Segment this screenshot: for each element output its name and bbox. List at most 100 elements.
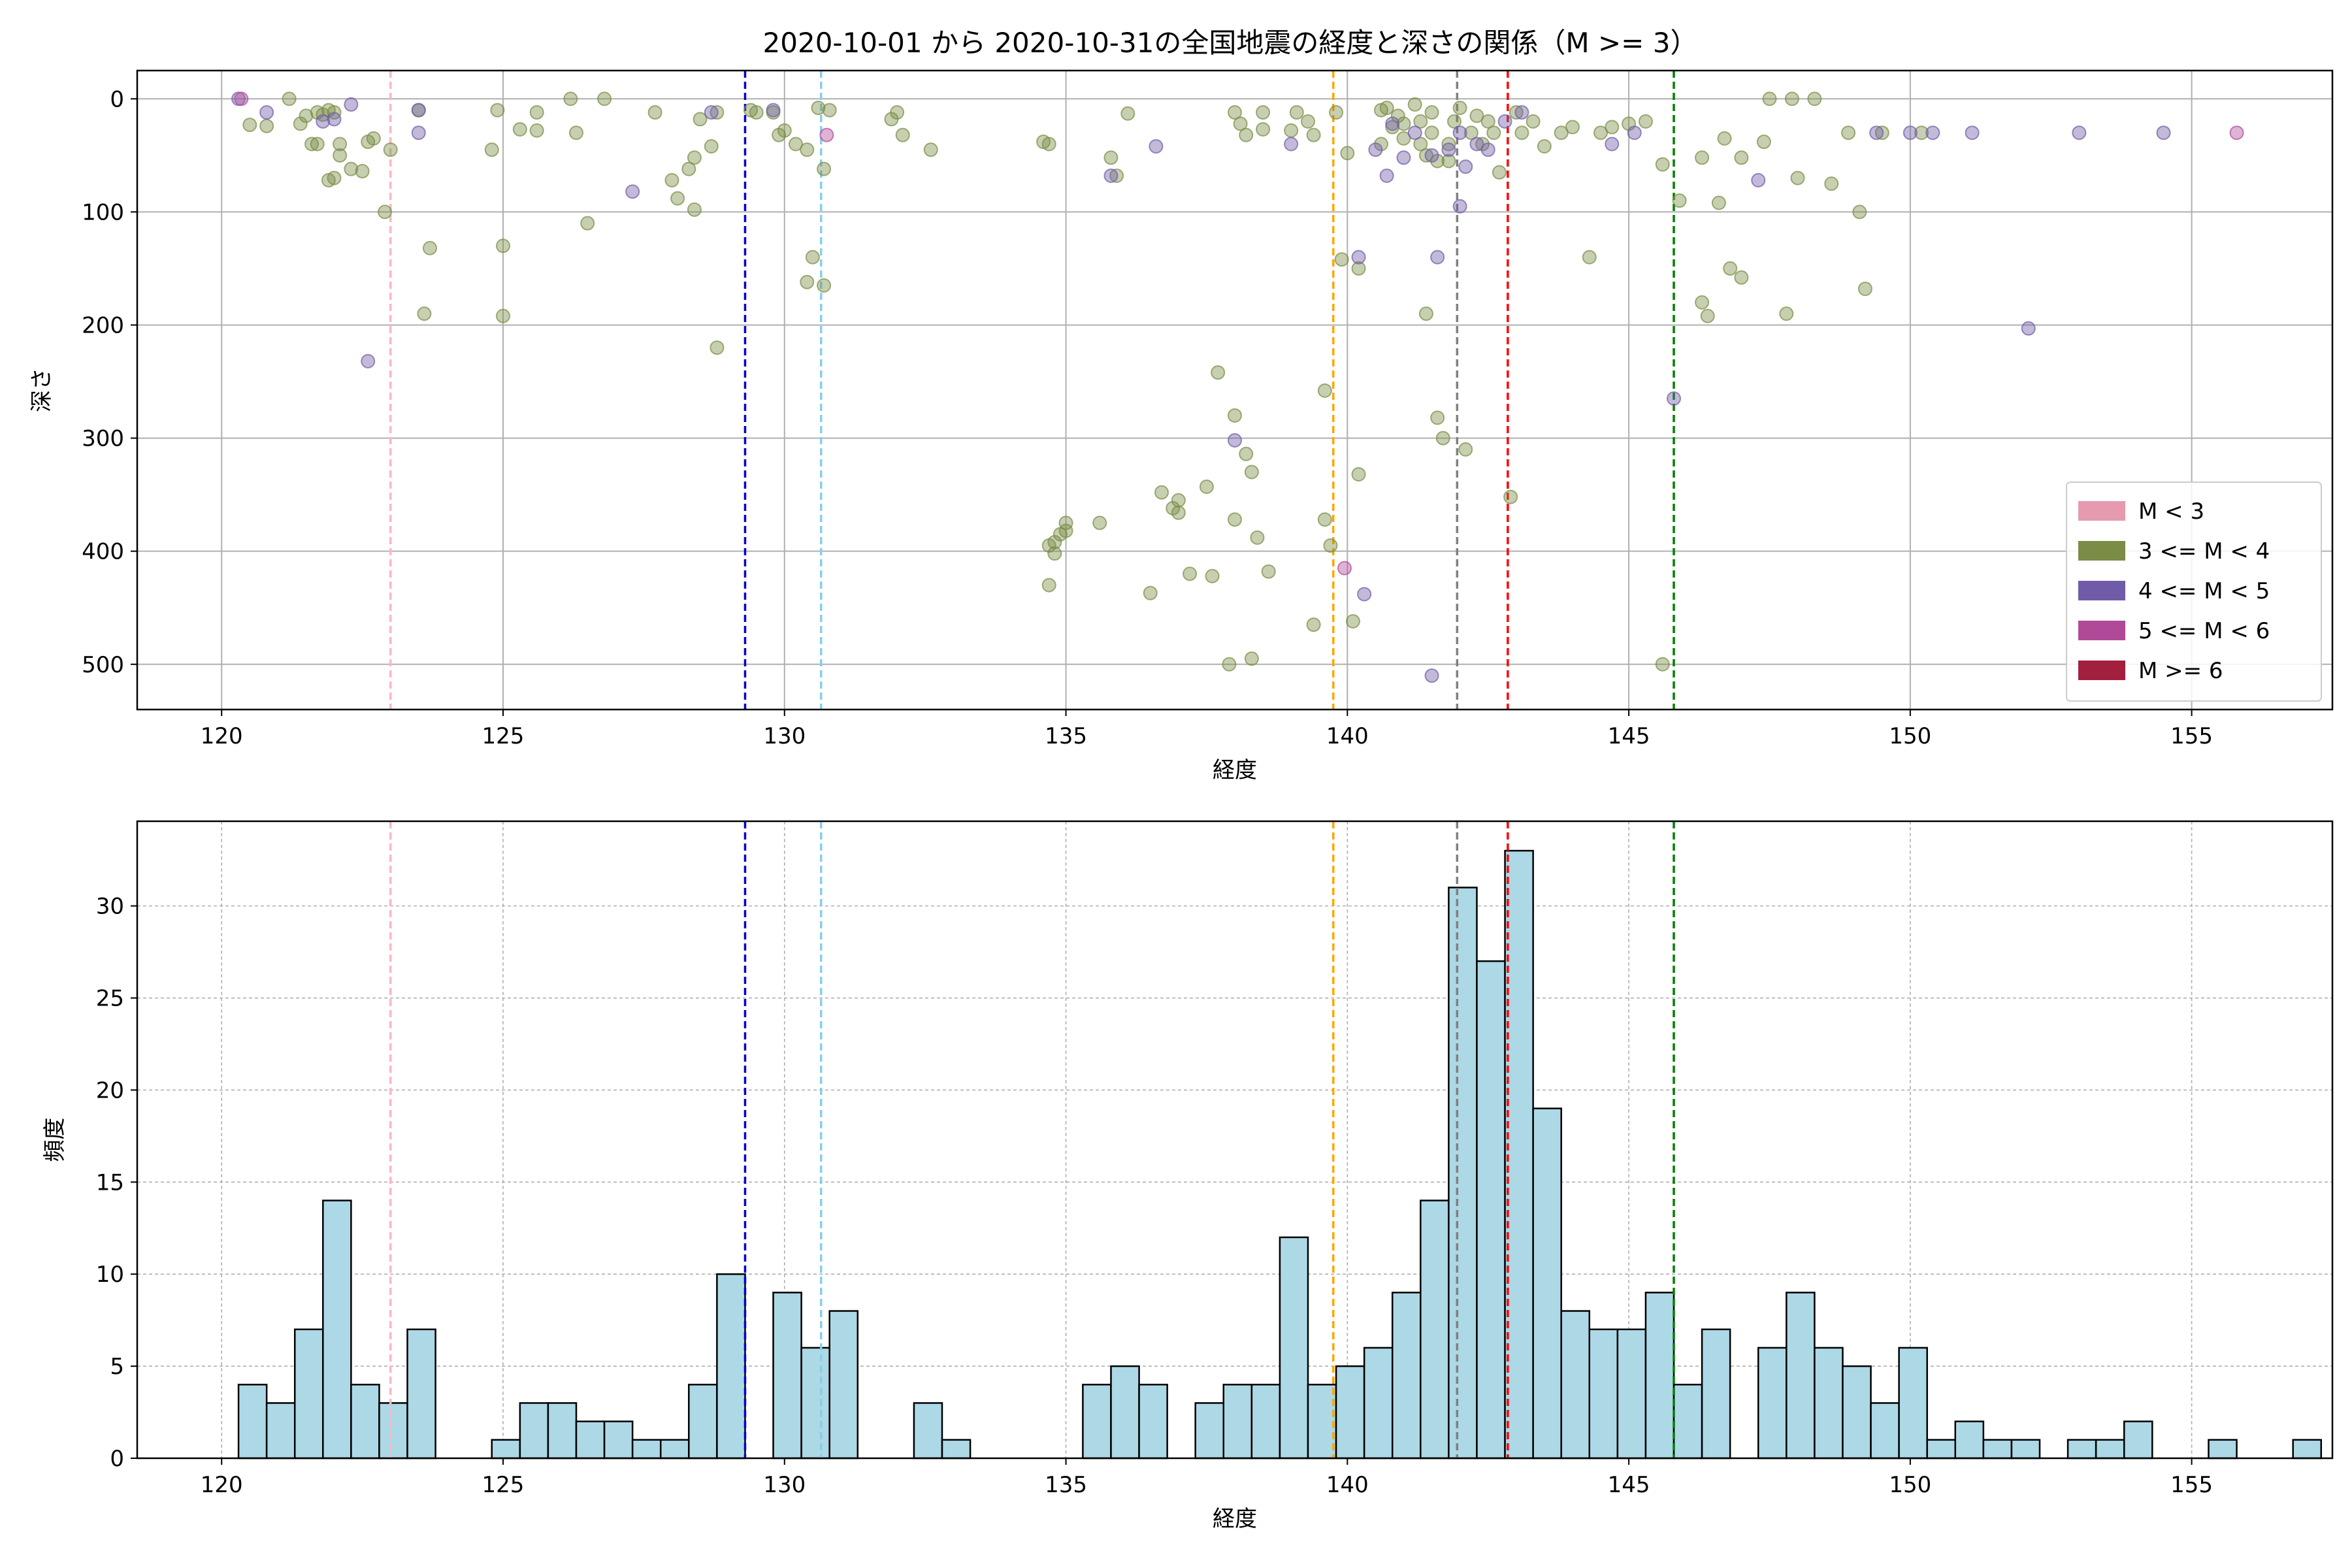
scatter-point — [1593, 125, 1608, 140]
histogram-bar — [1110, 1365, 1140, 1460]
histogram-bar — [828, 1310, 859, 1460]
scatter-point — [817, 161, 832, 176]
scatter-point — [1526, 114, 1541, 129]
scatter-point — [1695, 150, 1710, 165]
histogram-y-tick-label: 5 — [110, 1354, 124, 1380]
scatter-point — [1103, 168, 1119, 183]
scatter-y-axis-label: 深さ — [29, 368, 55, 412]
scatter-point — [1503, 489, 1518, 504]
histogram-bars — [237, 849, 2323, 1460]
histogram-bar — [1560, 1310, 1591, 1460]
scatter-point — [2021, 321, 2036, 336]
scatter-point — [1841, 125, 1856, 140]
scatter-y-tick-label: 400 — [82, 539, 124, 565]
scatter-point — [1452, 101, 1467, 116]
scatter-points — [231, 91, 2244, 683]
scatter-point — [1109, 168, 1124, 183]
scatter-point — [2072, 125, 2087, 140]
scatter-point — [1374, 137, 1388, 152]
scatter-point — [1424, 105, 1439, 120]
histogram-bar — [1588, 1328, 1619, 1460]
scatter-point — [1430, 410, 1445, 425]
scatter-point — [789, 137, 803, 152]
scatter-x-tick-label: 150 — [1889, 723, 1931, 749]
scatter-point — [1058, 515, 1073, 531]
scatter-point — [563, 91, 578, 106]
scatter-point — [1222, 657, 1237, 672]
scatter-point — [1756, 135, 1771, 150]
histogram-bar — [1898, 1347, 1928, 1460]
scatter-point — [1480, 114, 1495, 129]
scatter-point — [327, 171, 342, 186]
histogram-bar — [1250, 1384, 1281, 1460]
scatter-point — [496, 308, 510, 323]
scatter-point — [1385, 120, 1400, 135]
scatter-point — [1351, 250, 1366, 265]
scatter-point — [1925, 125, 1940, 140]
histogram-bar — [1673, 1384, 1703, 1460]
scatter-point — [259, 118, 274, 133]
histogram-y-ticks: 0 5 10 15 20 25 30 — [96, 894, 137, 1472]
scatter-point — [1143, 585, 1158, 600]
histogram-x-tick-label: 130 — [763, 1472, 806, 1498]
scatter-point — [1317, 383, 1332, 398]
scatter-y-tick-label: 100 — [82, 199, 124, 225]
scatter-point — [1351, 261, 1366, 276]
scatter-point — [423, 240, 437, 255]
scatter-point — [1357, 587, 1372, 602]
scatter-point — [299, 108, 314, 123]
scatter-point — [1171, 493, 1186, 508]
scatter-point — [242, 118, 257, 133]
scatter-point — [411, 103, 426, 118]
histogram-bar — [1701, 1328, 1731, 1460]
scatter-point — [1171, 505, 1186, 520]
scatter-point — [1784, 91, 1799, 106]
histogram-bar — [237, 1384, 268, 1460]
histogram-bar — [2123, 1420, 2153, 1460]
histogram-bar — [2095, 1439, 2125, 1460]
scatter-point — [1301, 114, 1315, 129]
scatter-point — [800, 274, 815, 289]
scatter-point — [1329, 105, 1344, 120]
scatter-point — [1537, 139, 1552, 154]
histogram-bar — [378, 1402, 408, 1460]
legend-swatch — [2078, 661, 2125, 680]
scatter-point — [1435, 431, 1450, 446]
scatter-point — [1430, 154, 1445, 169]
histogram-x-tick-label: 135 — [1045, 1472, 1087, 1498]
histogram-bar — [1279, 1236, 1309, 1460]
scatter-point — [1762, 91, 1777, 106]
histogram-bar — [1335, 1365, 1365, 1460]
scatter-x-tick-label: 125 — [482, 723, 525, 749]
scatter-point — [1289, 105, 1304, 120]
scatter-point — [1874, 125, 1889, 140]
histogram-x-ticks: 120 125 130 135 140 145 150 155 — [201, 1458, 2213, 1498]
scatter-point — [1041, 137, 1056, 152]
scatter-point — [1441, 142, 1456, 157]
legend-label: M < 3 — [2138, 498, 2204, 525]
scatter-point — [1807, 91, 1822, 106]
scatter-point — [1463, 125, 1478, 140]
histogram-bar — [1926, 1439, 1957, 1460]
scatter-point — [647, 105, 662, 120]
histogram-bar — [1954, 1420, 1985, 1460]
scatter-point — [704, 139, 719, 154]
scatter-point — [1695, 295, 1710, 310]
histogram-y-tick-label: 15 — [96, 1169, 124, 1196]
scatter-point — [366, 131, 381, 146]
scatter-point — [1655, 657, 1670, 672]
scatter-point — [1340, 146, 1355, 161]
histogram-y-tick-label: 10 — [96, 1262, 124, 1288]
scatter-point — [1228, 408, 1242, 423]
scatter-point — [1345, 613, 1360, 629]
histogram-reference-lines — [389, 821, 1675, 1458]
scatter-point — [664, 172, 679, 188]
scatter-point — [1379, 101, 1394, 116]
scatter-point — [1452, 125, 1467, 140]
scatter-point — [1256, 122, 1271, 137]
scatter-point — [1734, 150, 1749, 165]
scatter-point — [811, 101, 826, 116]
scatter-point — [2156, 125, 2171, 140]
scatter-point — [1149, 139, 1164, 154]
scatter-point — [1183, 566, 1198, 581]
